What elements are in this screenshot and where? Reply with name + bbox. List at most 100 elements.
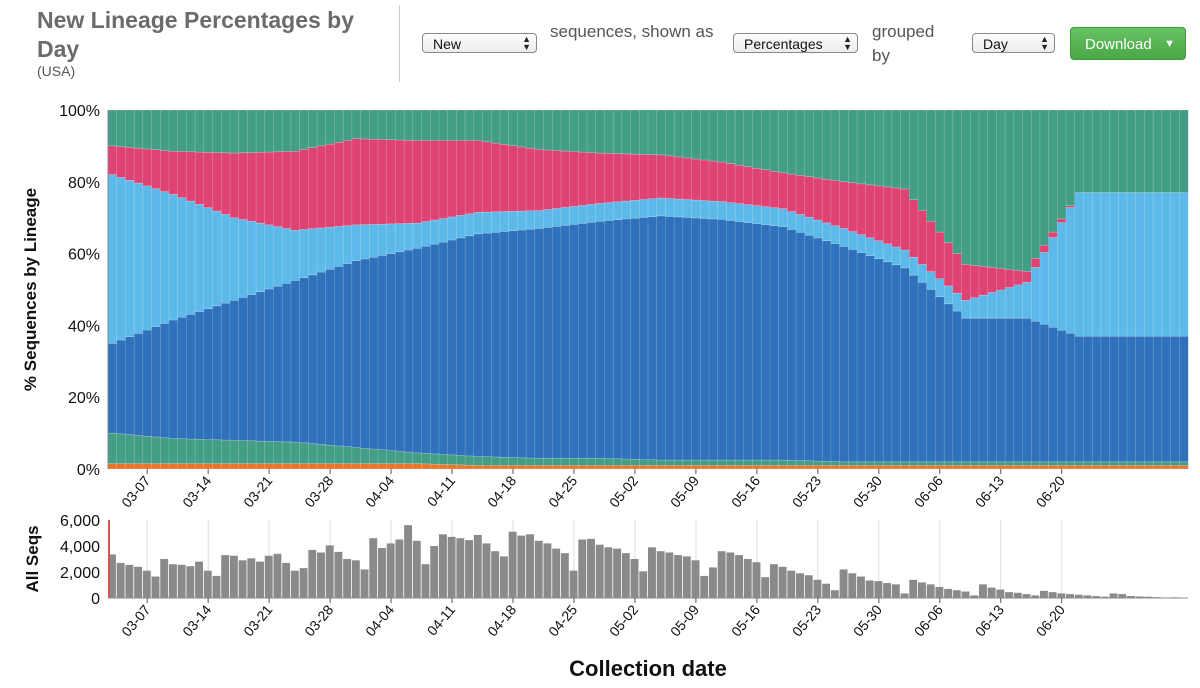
lineage-segment [1004, 109, 1015, 270]
lineage-segment [168, 151, 179, 195]
lineage-segment [395, 223, 405, 253]
lineage-segment [247, 221, 257, 295]
lineage-segment [830, 243, 841, 462]
count-bar [952, 590, 961, 598]
lineage-segment [647, 198, 658, 217]
lineage-segment [1039, 109, 1050, 246]
lineage-segment [961, 461, 971, 466]
lineage-segment [1179, 109, 1189, 193]
lineage-segment [299, 463, 309, 470]
lineage-segment [926, 465, 936, 470]
lineage-segment [194, 109, 205, 153]
lineage-segment [1074, 461, 1085, 466]
count-bar [1048, 592, 1057, 598]
lineage-segment [935, 231, 945, 279]
lineage-segment [142, 185, 153, 331]
lineage-segment [726, 109, 736, 164]
lineage-segment [238, 152, 248, 220]
lineage-segment [586, 222, 597, 459]
count-bar [578, 539, 587, 598]
main-x-tick-label: 03-28 [301, 472, 336, 510]
lineage-segment [456, 140, 466, 216]
lineage-segment [395, 109, 405, 141]
lineage-segment [943, 461, 954, 466]
lineage-segment [795, 465, 806, 470]
count-x-tick-label: 05-23 [789, 601, 824, 639]
lineage-segment [569, 224, 579, 459]
lineage-segment [656, 459, 666, 466]
lineage-segment [281, 151, 292, 229]
lineage-segment [647, 465, 658, 470]
lineage-segment [848, 249, 858, 463]
grouping-select[interactable]: Day ▲ ▼ [972, 33, 1055, 53]
lineage-segment [891, 187, 902, 248]
download-button[interactable]: Download ▼ [1070, 27, 1186, 60]
lineage-segment [1118, 461, 1128, 466]
count-x-tick-label: 05-02 [606, 601, 641, 639]
lineage-segment [247, 294, 257, 442]
lineage-segment [412, 247, 423, 454]
lineage-segment [403, 249, 414, 453]
lineage-segment [517, 465, 527, 470]
lineage-segment [673, 459, 684, 466]
main-x-tick-label: 03-21 [240, 472, 275, 510]
lineage-segment [220, 302, 231, 441]
count-bar [404, 525, 413, 598]
lineage-segment [1152, 461, 1163, 466]
lineage-segment [360, 138, 370, 225]
lineage-segment [534, 457, 545, 466]
lineage-segment [264, 441, 275, 464]
lineage-segment [412, 109, 423, 141]
lineage-segment [281, 283, 292, 443]
lineage-segment [490, 211, 501, 233]
lineage-segment [970, 109, 980, 266]
count-bar [1109, 593, 1118, 598]
lineage-segment [133, 182, 144, 334]
lineage-segment [229, 440, 240, 464]
lineage-segment [787, 460, 797, 466]
lineage-segment [264, 224, 275, 290]
count-bar [839, 569, 848, 598]
lineage-segment [125, 336, 135, 435]
lineage-segment [1152, 465, 1163, 470]
count-bar [142, 570, 151, 598]
lineage-segment [220, 109, 231, 154]
lineage-segment [447, 454, 457, 465]
lineage-segment [795, 214, 806, 233]
display-mode-select[interactable]: Percentages ▲ ▼ [733, 33, 858, 53]
lineage-segment [978, 266, 989, 296]
lineage-segment [726, 465, 736, 470]
lineage-segment [647, 109, 658, 155]
sequence-type-select[interactable]: New ▲ ▼ [422, 33, 537, 53]
lineage-segment [508, 457, 518, 466]
lineage-segment [734, 221, 745, 461]
lineage-segment [369, 256, 379, 450]
lineage-segment [630, 153, 640, 201]
lineage-segment [647, 154, 658, 199]
lineage-segment [865, 461, 875, 466]
lineage-segment [1022, 317, 1032, 463]
lineage-segment [107, 174, 118, 344]
lineage-segment [351, 138, 362, 226]
lineage-segment [1179, 461, 1189, 466]
lineage-segment [752, 465, 762, 470]
lineage-segment [1126, 335, 1137, 463]
lineage-segment [351, 109, 362, 139]
lineage-segment [499, 465, 510, 470]
lineage-segment [621, 153, 632, 202]
main-x-tick-label: 04-18 [484, 472, 519, 510]
lineage-segment [1065, 205, 1076, 208]
lineage-segment [656, 197, 666, 217]
lineage-segment [1057, 461, 1067, 466]
lineage-segment [874, 461, 884, 466]
lineage-segment [978, 461, 989, 466]
lineage-segment [1135, 461, 1145, 466]
count-bar [639, 571, 648, 598]
lineage-segment [900, 249, 910, 269]
main-x-tick-label: 04-04 [362, 472, 397, 510]
lineage-segment [1022, 461, 1032, 466]
count-bar [865, 580, 874, 598]
lineage-segment [499, 144, 510, 212]
lineage-segment [220, 439, 231, 464]
lineage-segment [273, 285, 283, 442]
